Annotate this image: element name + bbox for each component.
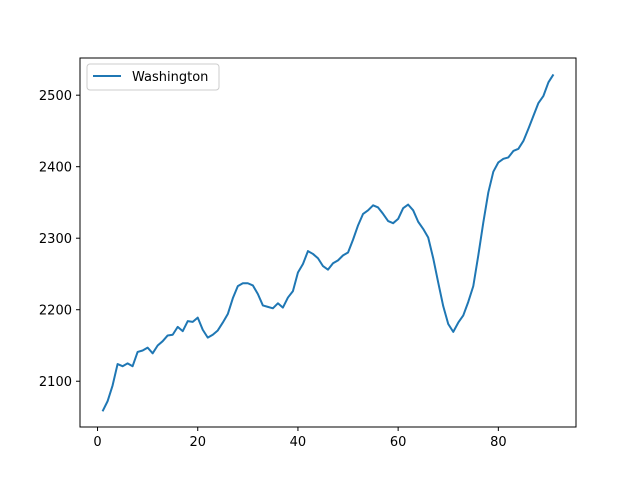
plot-frame xyxy=(79,57,577,428)
y-axis: 2100 2200 2300 2400 2500 xyxy=(39,89,80,390)
legend: Washington xyxy=(86,63,220,91)
y-tick-label: 2100 xyxy=(39,375,72,390)
series-layer xyxy=(101,73,555,412)
x-tick-label: 80 xyxy=(490,435,507,450)
x-tick-label: 0 xyxy=(93,435,101,450)
legend-box xyxy=(86,63,220,91)
y-tick-label: 2500 xyxy=(39,89,72,104)
x-tick-label: 20 xyxy=(189,435,206,450)
x-tick-label: 40 xyxy=(290,435,307,450)
y-tick-label: 2200 xyxy=(39,304,72,319)
x-axis: 0 20 40 60 80 xyxy=(93,427,507,450)
y-tick-label: 2300 xyxy=(39,232,72,247)
legend-label-washington: Washington xyxy=(132,70,208,85)
y-tick-label: 2400 xyxy=(39,161,72,176)
x-tick-label: 60 xyxy=(390,435,407,450)
